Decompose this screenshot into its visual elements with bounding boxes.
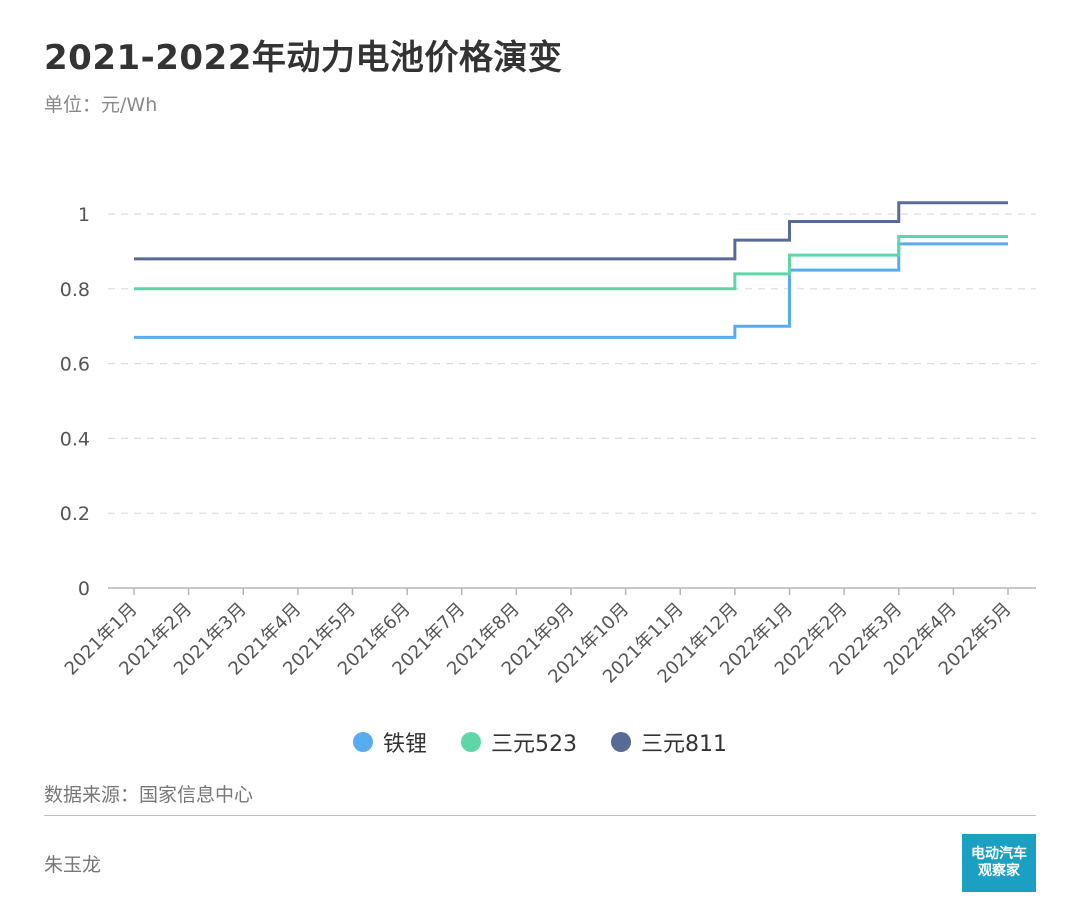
legend-marker xyxy=(352,732,373,752)
data-source: 数据来源：国家信息中心 xyxy=(44,784,254,806)
y-tick-label: 0.2 xyxy=(60,503,90,525)
logo-line-1: 电动汽车 xyxy=(971,846,1027,862)
y-tick-label: 0.8 xyxy=(60,279,90,301)
chart-title: 2021-2022年动力电池价格演变 xyxy=(44,38,563,78)
series-line-1 xyxy=(134,242,1008,339)
legend: 铁锂 三元523 三元811 xyxy=(0,726,1080,758)
y-tick-label: 0 xyxy=(78,578,90,600)
series-layer xyxy=(134,201,1008,339)
logo-line-2: 观察家 xyxy=(978,863,1020,879)
y-tick-label: 0.6 xyxy=(60,354,90,376)
series-line-2 xyxy=(134,234,1008,291)
y-tick-label: 0.4 xyxy=(60,428,90,450)
legend-label: 三元811 xyxy=(641,732,727,757)
y-tick-label: 1 xyxy=(78,204,90,226)
publisher-logo: 电动汽车 观察家 xyxy=(962,834,1036,892)
legend-item-ncm523[interactable]: 三元523 xyxy=(461,726,577,758)
legend-marker xyxy=(461,732,481,752)
legend-marker xyxy=(611,732,631,752)
legend-item-ncm811[interactable]: 三元811 xyxy=(611,726,727,758)
divider xyxy=(44,815,1036,816)
legend-item-lfp[interactable]: 铁锂 xyxy=(352,726,427,758)
legend-label: 三元523 xyxy=(491,732,577,757)
legend-label: 铁锂 xyxy=(382,732,427,757)
unit-label: 单位：元/Wh xyxy=(44,94,158,116)
series-line-3 xyxy=(134,201,1008,261)
axis-layer: 00.20.40.60.812021年1月2021年2月2021年3月2021年… xyxy=(60,204,1036,688)
author: 朱玉龙 xyxy=(44,854,102,876)
line-chart: 00.20.40.60.812021年1月2021年2月2021年3月2021年… xyxy=(60,201,1036,688)
grid-layer xyxy=(108,213,1036,514)
